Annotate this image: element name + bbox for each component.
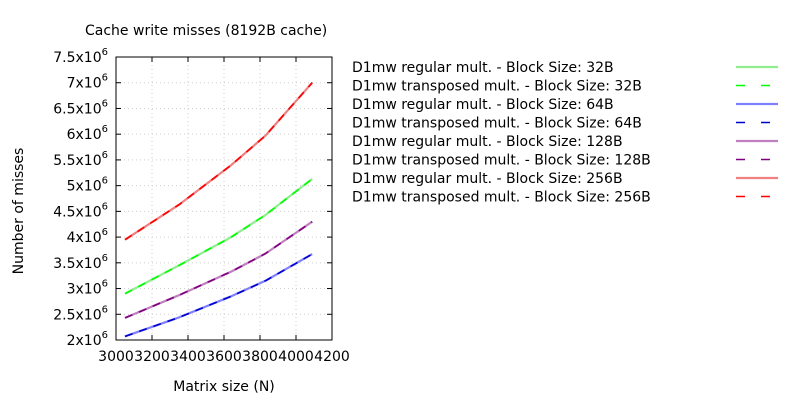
y-tick-label: 3.5x106 <box>53 253 108 272</box>
series-line <box>124 253 313 338</box>
x-tick-label: 3000 <box>98 349 134 365</box>
chart-title: Cache write misses (8192B cache) <box>85 23 327 39</box>
y-tick-label: 3x106 <box>67 279 108 298</box>
y-tick-label: 7x106 <box>67 73 108 92</box>
legend-entry-label: D1mw transposed mult. - Block Size: 64B <box>352 116 642 132</box>
series-line <box>124 253 313 338</box>
y-tick-label: 5x106 <box>67 176 108 195</box>
legend-entry-label: D1mw regular mult. - Block Size: 256B <box>352 171 623 187</box>
y-tick-label: 4x106 <box>67 227 108 246</box>
series-line <box>124 178 313 295</box>
legend-entry-label: D1mw transposed mult. - Block Size: 128B <box>352 153 651 169</box>
series-line <box>124 81 314 241</box>
y-tick-label: 4.5x106 <box>53 201 108 220</box>
legend: D1mw regular mult. - Block Size: 32B D1mw… <box>352 60 778 206</box>
x-tick-label: 3600 <box>206 349 242 365</box>
y-tick-label: 5.5x106 <box>53 150 108 169</box>
y-tick-label: 6.5x106 <box>53 98 108 117</box>
legend-entry-label: D1mw regular mult. - Block Size: 128B <box>352 134 623 150</box>
series-line <box>124 82 313 241</box>
grid <box>115 56 333 341</box>
legend-entry-label: D1mw transposed mult. - Block Size: 32B <box>352 79 642 95</box>
x-tick-label: 4200 <box>314 349 350 365</box>
legend-entry-label: D1mw transposed mult. - Block Size: 256B <box>352 190 651 206</box>
x-tick-label: 4000 <box>278 349 314 365</box>
legend-entry-label: D1mw regular mult. - Block Size: 32B <box>352 60 614 76</box>
y-tick-label: 2.5x106 <box>53 304 108 323</box>
x-axis-label: Matrix size (N) <box>173 379 275 395</box>
x-tick-label: 3200 <box>134 349 170 365</box>
y-tick-label: 6x106 <box>67 124 108 143</box>
y-axis: 2x106 2.5x106 3x106 3.5x106 4x106 4.5x106 5x10… <box>53 47 332 349</box>
y-axis-label: Number of misses <box>11 148 27 275</box>
y-tick-label: 2x106 <box>67 330 108 349</box>
x-tick-label: 3800 <box>242 349 278 365</box>
x-tick-label: 3400 <box>170 349 206 365</box>
series-lines <box>124 81 314 338</box>
series-line <box>124 220 313 319</box>
y-tick-label: 7.5x106 <box>53 47 108 66</box>
legend-entry-label: D1mw regular mult. - Block Size: 64B <box>352 97 614 113</box>
x-axis: 3000 3200 3400 3600 3800 4000 4200 <box>98 57 350 365</box>
